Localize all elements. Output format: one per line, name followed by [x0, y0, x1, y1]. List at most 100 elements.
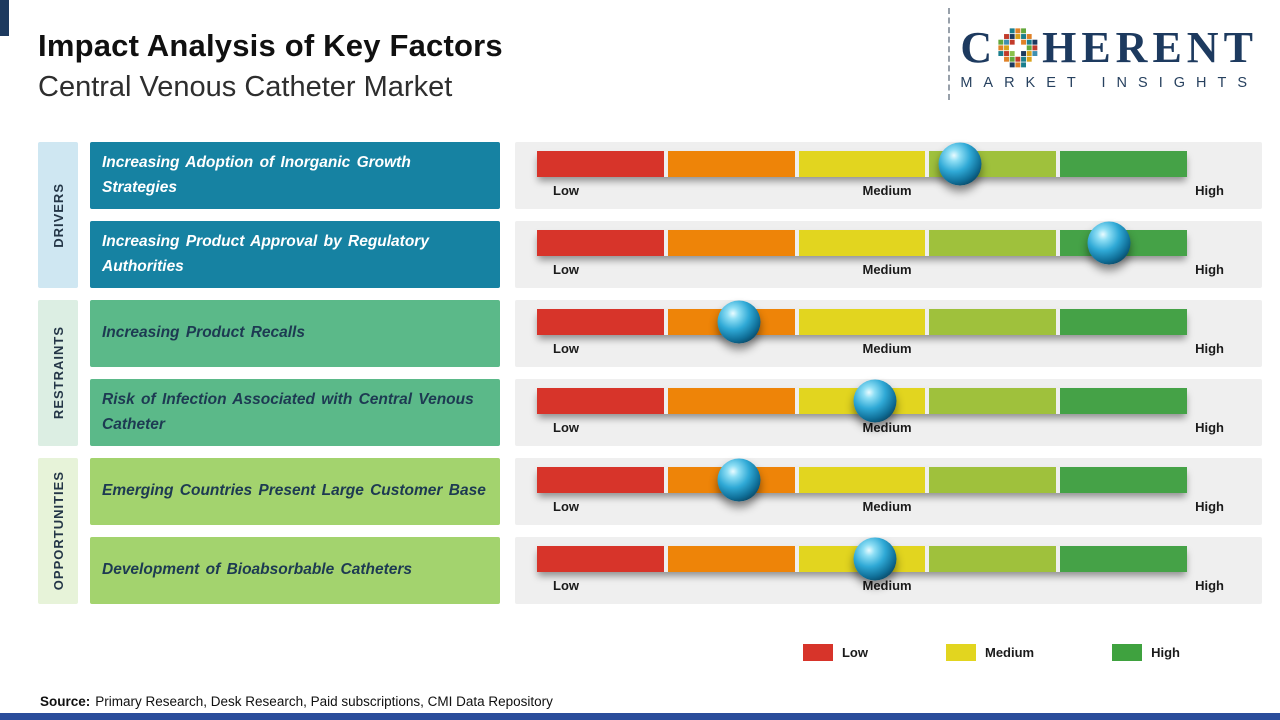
bar-segment-red	[537, 151, 664, 177]
legend-item: Medium	[945, 644, 1035, 661]
impact-scale-panel: Low Medium High	[515, 537, 1262, 604]
logo-mosaic-o-icon	[998, 28, 1038, 68]
category-strip-restraints: RESTRAINTS	[38, 300, 78, 446]
bar-segment-red	[537, 467, 664, 493]
scale-label-medium: Medium	[862, 578, 912, 593]
factor-label-box: Risk of Infection Associated with Centra…	[90, 379, 500, 446]
impact-scale-panel: Low Medium High	[515, 221, 1262, 288]
impact-bar	[537, 458, 1187, 502]
bar-segment-yellow	[798, 230, 926, 256]
impact-scale-panel: Low Medium High	[515, 379, 1262, 446]
factor-row: Increasing Adoption of Inorganic Growth …	[90, 142, 1262, 209]
category-block-opportunities: OPPORTUNITIES Emerging Countries Present…	[38, 458, 1262, 604]
legend-swatch-high	[1112, 644, 1143, 661]
scale-label-high: High	[1195, 341, 1224, 356]
impact-marker	[853, 537, 897, 581]
scale-labels: Low Medium High	[553, 578, 1224, 593]
factor-label: Increasing Adoption of Inorganic Growth …	[102, 154, 411, 196]
impact-scale-panel: Low Medium High	[515, 142, 1262, 209]
scale-labels: Low Medium High	[553, 183, 1224, 198]
factor-row: Risk of Infection Associated with Centra…	[90, 379, 1262, 446]
impact-marker	[717, 300, 760, 344]
factor-label: Risk of Infection Associated with Centra…	[102, 391, 474, 433]
impact-matrix: DRIVERS Increasing Adoption of Inorganic…	[38, 142, 1262, 604]
impact-marker	[717, 458, 760, 502]
bar-segment-green	[1060, 467, 1187, 493]
bar-segment-yellow	[798, 151, 926, 177]
legend-item: Low	[802, 644, 868, 661]
bar-segment-green	[1060, 151, 1187, 177]
scale-label-low: Low	[553, 499, 579, 514]
impact-bar	[537, 300, 1187, 344]
scale-label-low: Low	[553, 341, 579, 356]
category-label: OPPORTUNITIES	[50, 471, 66, 591]
legend-label: Low	[841, 645, 868, 660]
bar-segment-red	[537, 388, 664, 414]
factor-row: Development of Bioabsorbable Catheters	[90, 537, 1262, 604]
factor-label-box: Increasing Product Approval by Regulator…	[90, 221, 500, 288]
legend-label: Medium	[984, 645, 1035, 660]
impact-bar-segments	[537, 467, 1187, 493]
bar-segment-yellow-green	[929, 309, 1057, 335]
bar-segment-yellow	[798, 467, 926, 493]
scale-label-high: High	[1195, 499, 1224, 514]
factor-label-box: Emerging Countries Present Large Custome…	[90, 458, 500, 525]
impact-marker	[938, 142, 981, 186]
scale-label-high: High	[1195, 183, 1224, 198]
category-block-drivers: DRIVERS Increasing Adoption of Inorganic…	[38, 142, 1262, 288]
impact-bar	[537, 142, 1187, 186]
scale-labels: Low Medium High	[553, 262, 1224, 277]
factor-label: Increasing Product Approval by Regulator…	[102, 233, 429, 275]
scale-label-low: Low	[553, 262, 579, 277]
bar-segment-red	[537, 230, 664, 256]
bar-segment-red	[537, 546, 664, 572]
impact-bar-segments	[537, 309, 1187, 335]
bar-segment-yellow	[798, 309, 926, 335]
factor-row: Increasing Product Recalls	[90, 300, 1262, 367]
logo-divider	[948, 8, 950, 100]
bar-segment-orange	[667, 230, 795, 256]
factor-row: Increasing Product Approval by Regulator…	[90, 221, 1262, 288]
bar-segment-orange	[667, 151, 795, 177]
page-subtitle: Central Venous Catheter Market	[38, 71, 453, 103]
scale-label-medium: Medium	[862, 183, 912, 198]
bar-segment-red	[537, 309, 664, 335]
bar-segment-orange	[667, 388, 795, 414]
legend-item: High	[1112, 644, 1180, 661]
header: Impact Analysis of Key Factors Central V…	[38, 28, 503, 104]
bar-segment-yellow-green	[929, 546, 1057, 572]
corner-accent	[0, 0, 9, 36]
bar-segment-green	[1060, 388, 1187, 414]
factor-label-box: Development of Bioabsorbable Catheters	[90, 537, 500, 604]
scale-label-high: High	[1195, 578, 1224, 593]
scale-label-low: Low	[553, 183, 579, 198]
logo-wordmark: C HERENT	[960, 26, 1258, 70]
legend-swatch-medium	[945, 644, 976, 661]
category-rows: Increasing Product Recalls	[90, 300, 1262, 446]
page-title: Impact Analysis of Key Factors	[38, 28, 503, 63]
impact-scale-panel: Low Medium High	[515, 300, 1262, 367]
scale-label-high: High	[1195, 262, 1224, 277]
legend: Low Medium High	[0, 644, 1280, 661]
factor-label: Increasing Product Recalls	[102, 324, 305, 342]
scale-label-low: Low	[553, 420, 579, 435]
bar-segment-green	[1060, 546, 1187, 572]
scale-label-medium: Medium	[862, 499, 912, 514]
bar-segment-green	[1060, 309, 1187, 335]
scale-label-medium: Medium	[862, 420, 912, 435]
impact-scale-panel: Low Medium High	[515, 458, 1262, 525]
company-logo: C HERENT MARKET INSIGHTS	[960, 26, 1258, 92]
category-block-restraints: RESTRAINTS Increasing Product Recalls	[38, 300, 1262, 446]
scale-label-medium: Medium	[862, 262, 912, 277]
impact-marker	[1087, 221, 1131, 265]
scale-labels: Low Medium High	[553, 499, 1224, 514]
impact-bar	[537, 379, 1187, 423]
factor-label-box: Increasing Product Recalls	[90, 300, 500, 367]
bar-segment-yellow-green	[929, 388, 1057, 414]
source-line: Source: Primary Research, Desk Research, …	[40, 694, 553, 709]
category-strip-opportunities: OPPORTUNITIES	[38, 458, 78, 604]
factor-label-box: Increasing Adoption of Inorganic Growth …	[90, 142, 500, 209]
factor-row: Emerging Countries Present Large Custome…	[90, 458, 1262, 525]
category-rows: Increasing Adoption of Inorganic Growth …	[90, 142, 1262, 288]
